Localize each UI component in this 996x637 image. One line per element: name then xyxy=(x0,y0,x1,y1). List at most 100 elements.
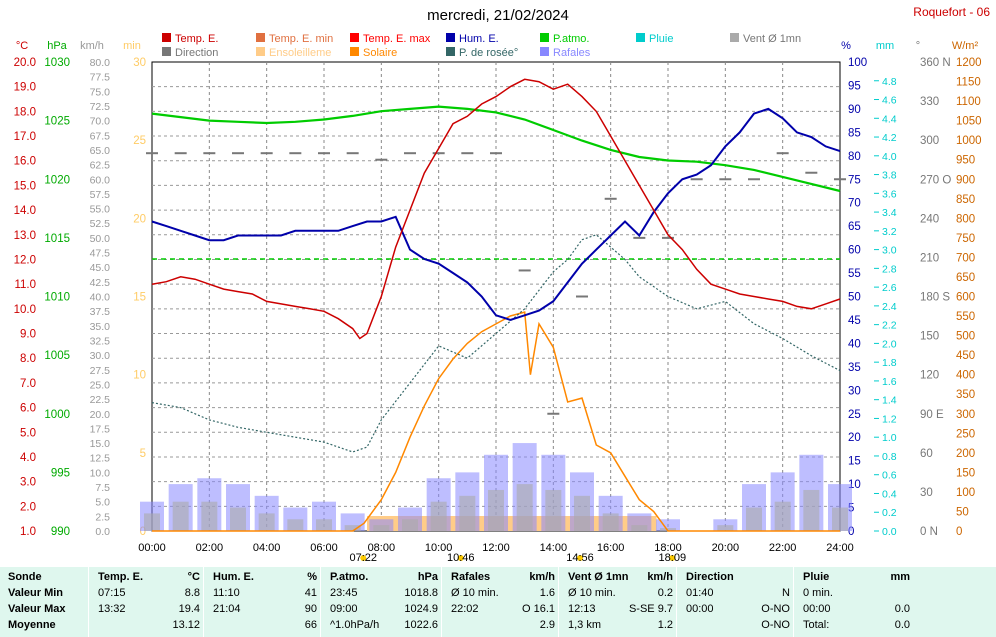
table-cell-value: 0.0 xyxy=(894,603,910,615)
table-cell-time: 13:32 xyxy=(98,603,126,615)
wind-bar xyxy=(516,484,533,531)
table-cell-value: 0.0 xyxy=(894,619,910,631)
axis-unit-solar: W/m² xyxy=(952,40,979,52)
axis-tick-solar: 650 xyxy=(956,272,975,284)
axis-tick-wind: 75.0 xyxy=(90,86,111,98)
wind-bar xyxy=(258,513,275,531)
axis-tick-wind: 62.5 xyxy=(90,160,111,172)
legend-label: Ensoleilleme xyxy=(269,47,331,59)
axis-tick-solar: 750 xyxy=(956,233,975,245)
axis-tick-rain: 3.0 xyxy=(882,245,897,257)
time-marker-dot xyxy=(457,555,464,561)
axis-tick-press: 1005 xyxy=(44,350,70,362)
axis-tick-solar: 350 xyxy=(956,389,975,401)
axis-tick-dir: 30 xyxy=(920,487,933,499)
wind-bar xyxy=(545,489,562,531)
table-header-unit: % xyxy=(307,571,317,583)
axis-tick-temp: 15.0 xyxy=(14,180,36,192)
axis-tick-dir: 180 S xyxy=(920,292,950,304)
time-marker-label: 10:46 xyxy=(447,552,475,564)
axis-tick-hum: 95 xyxy=(848,80,861,92)
axis-tick-rain: 4.8 xyxy=(882,76,897,88)
axis-tick-rain: 3.4 xyxy=(882,207,897,219)
axis-tick-rain: 0.6 xyxy=(882,470,897,482)
time-marker-dot xyxy=(576,555,583,561)
axis-tick-min: 30 xyxy=(133,57,146,69)
axis-tick-temp: 12.0 xyxy=(14,254,36,266)
wind-bar xyxy=(774,501,791,531)
axis-tick-hum: 75 xyxy=(848,174,861,186)
axis-tick-press: 1000 xyxy=(44,409,70,421)
table-header-unit: mm xyxy=(890,571,910,583)
axis-unit-temp: °C xyxy=(16,40,28,52)
axis-tick-rain: 4.4 xyxy=(882,113,897,125)
x-tick-label: 04:00 xyxy=(253,542,281,554)
wind-bar xyxy=(373,525,390,531)
axis-tick-solar: 700 xyxy=(956,252,975,264)
axis-tick-temp: 8.0 xyxy=(20,353,36,365)
axis-tick-solar: 300 xyxy=(956,409,975,421)
axis-tick-min: 15 xyxy=(133,292,146,304)
table-header: Sonde xyxy=(8,571,42,583)
axis-tick-solar: 1150 xyxy=(956,77,981,89)
table-cell-time: 09:00 xyxy=(330,603,358,615)
table-cell-value: 1.2 xyxy=(657,619,673,631)
axis-tick-hum: 35 xyxy=(848,362,861,374)
axis-tick-rain: 3.6 xyxy=(882,188,897,200)
x-tick-label: 08:00 xyxy=(368,542,396,554)
table-cell-value: 66 xyxy=(304,619,317,631)
table-cell-value: S-SE 9.7 xyxy=(628,603,673,615)
axis-tick-wind: 80.0 xyxy=(90,57,111,69)
legend-swatch xyxy=(540,33,549,42)
time-marker-dot xyxy=(669,555,676,561)
axis-tick-dir: 360 N xyxy=(920,57,951,69)
legend-label: Pluie xyxy=(649,33,673,45)
table-header-unit: km/h xyxy=(647,571,673,583)
axis-tick-rain: 1.8 xyxy=(882,357,897,369)
table-cell-time: 22:02 xyxy=(451,603,479,615)
axis-tick-hum: 60 xyxy=(848,245,861,257)
time-marker-label: 07:22 xyxy=(350,552,378,564)
legend-label: Solaire xyxy=(363,47,397,59)
gust-bar xyxy=(656,519,680,531)
axis-tick-wind: 60.0 xyxy=(90,174,111,186)
table-cell-time: 00:00 xyxy=(686,603,714,615)
wind-bar xyxy=(631,525,648,531)
axis-tick-rain: 0.2 xyxy=(882,507,897,519)
axis-tick-solar: 800 xyxy=(956,213,975,225)
x-tick-label: 22:00 xyxy=(769,542,797,554)
axis-tick-temp: 14.0 xyxy=(14,205,36,217)
axis-tick-temp: 17.0 xyxy=(14,131,36,143)
axis-tick-solar: 1200 xyxy=(956,57,982,69)
table-cell-time: 07:15 xyxy=(98,587,126,599)
axis-tick-wind: 52.5 xyxy=(90,218,111,230)
axis-tick-rain: 0.8 xyxy=(882,451,897,463)
table-header-unit: km/h xyxy=(529,571,555,583)
axis-tick-wind: 5.0 xyxy=(95,497,110,509)
legend-swatch xyxy=(350,33,359,42)
x-tick-label: 12:00 xyxy=(482,542,510,554)
axis-tick-min: 20 xyxy=(133,213,146,225)
wind-bar xyxy=(746,507,762,531)
axis-tick-press: 1020 xyxy=(44,174,70,186)
table-cell-time: 11:10 xyxy=(213,587,240,599)
axis-unit-press: hPa xyxy=(47,40,67,52)
axis-tick-wind: 0.0 xyxy=(95,526,110,538)
table-cell-time: 01:40 xyxy=(686,587,714,599)
wind-bar xyxy=(344,525,361,531)
axis-tick-temp: 4.0 xyxy=(20,452,36,464)
axis-tick-rain: 0.0 xyxy=(882,526,897,538)
wind-bar xyxy=(430,501,447,531)
table-cell-value: 41 xyxy=(304,587,317,599)
axis-tick-press: 1010 xyxy=(44,292,70,304)
legend-swatch xyxy=(256,33,265,42)
axis-tick-rain: 4.0 xyxy=(882,151,897,163)
axis-unit-dir: ° xyxy=(916,40,920,52)
wind-bar xyxy=(717,525,734,531)
table-cell-time: 1,3 km xyxy=(568,619,602,631)
axis-tick-dir: 330 xyxy=(920,96,939,108)
axis-tick-wind: 37.5 xyxy=(90,306,111,318)
table-cell-value: 1022.6 xyxy=(404,619,438,631)
x-tick-label: 00:00 xyxy=(138,542,166,554)
axis-tick-dir: 90 E xyxy=(920,409,944,421)
